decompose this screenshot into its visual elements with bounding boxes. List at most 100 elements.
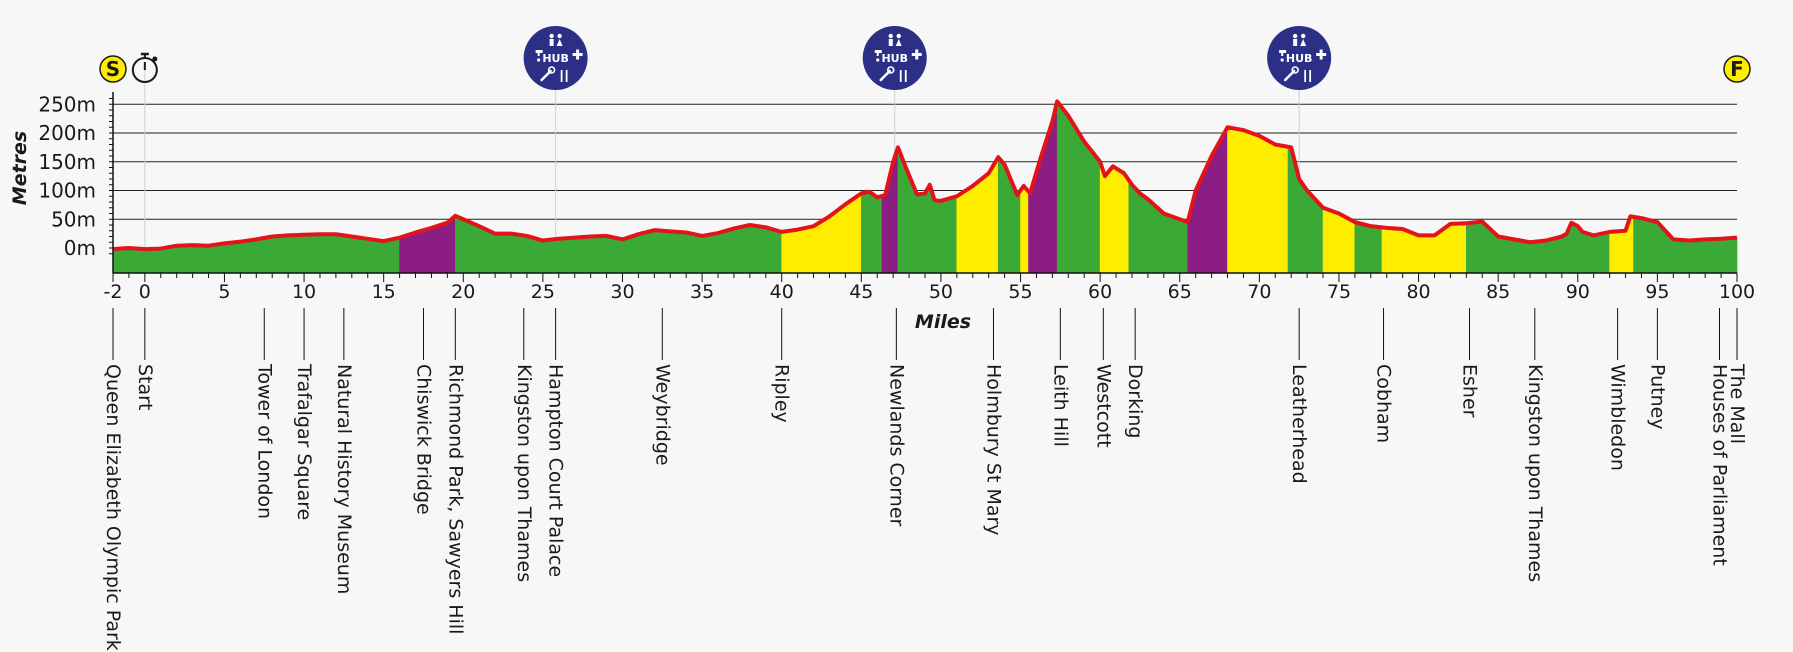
- toilet-icon: [1293, 39, 1298, 46]
- segment-yellow: [1020, 185, 1029, 274]
- start-circle: [99, 55, 127, 83]
- place-label: Leatherhead: [1288, 364, 1310, 484]
- wrench-icon: [547, 66, 556, 74]
- water-tap-icon: [874, 50, 882, 56]
- place-label: Start: [134, 364, 156, 410]
- y-tick-label: 100m: [38, 179, 96, 203]
- finish-letter: F: [1730, 57, 1744, 81]
- x-tick-label: 15: [372, 281, 396, 303]
- place-label: Cobham: [1373, 364, 1395, 443]
- wrench-icon: [1291, 66, 1299, 74]
- stopwatch-button: [152, 56, 158, 62]
- place-label: Kingston upon Thames: [513, 364, 535, 582]
- place-label: Ripley: [771, 364, 793, 423]
- start-letter: S: [106, 57, 120, 81]
- water-drop-icon: [537, 58, 541, 62]
- water-drop-icon: [876, 58, 880, 62]
- place-label: Hampton Court Palace: [545, 364, 567, 577]
- x-tick-label: 45: [849, 281, 873, 303]
- x-tick-label: 35: [690, 281, 714, 303]
- x-tick-label: 90: [1566, 281, 1590, 303]
- segment-green: [1354, 221, 1383, 274]
- segment-yellow: [1609, 216, 1634, 274]
- place-label: Holmbury St Mary: [982, 364, 1004, 536]
- x-tick-label: 95: [1645, 281, 1669, 303]
- y-axis: 0m 50m 100m 150m 200m 250m: [38, 92, 96, 260]
- place-label: Westcott: [1092, 364, 1114, 448]
- y-tick-label: 50m: [51, 207, 96, 231]
- segment-yellow: [781, 192, 862, 274]
- x-tick-label: 70: [1247, 281, 1271, 303]
- hub-icon: HUB: [862, 26, 927, 90]
- place-label: Tower of London: [253, 363, 275, 519]
- toilet-icon: [1300, 39, 1307, 46]
- place-label: Queen Elizabeth Olympic Park: [102, 364, 124, 651]
- place-label: Chiswick Bridge: [412, 364, 434, 515]
- toilet-icon: [1300, 33, 1306, 39]
- toilet-icon: [556, 39, 563, 46]
- toilet-icon: [888, 39, 893, 46]
- y-axis-title: Metres: [9, 131, 31, 205]
- segment-green: [861, 191, 883, 274]
- gridlines: [113, 70, 1737, 273]
- x-tick-label: 75: [1327, 281, 1351, 303]
- x-axis: [109, 92, 1738, 282]
- hub-circle: [523, 26, 588, 90]
- hub-icon: HUB: [523, 26, 588, 90]
- x-tick-label: 20: [451, 281, 475, 303]
- first-aid-icon: [1319, 49, 1323, 60]
- toilet-icon: [549, 39, 554, 46]
- segment-yellow: [1227, 126, 1289, 274]
- place-label: Esher: [1459, 364, 1481, 418]
- hub-circle: [1267, 26, 1332, 90]
- place-labels: Queen Elizabeth Olympic Park Start Tower o…: [102, 308, 1748, 651]
- finish-marker-icon: F: [1723, 55, 1751, 83]
- toilet-icon: [557, 33, 562, 39]
- toilet-icon: [1292, 33, 1298, 39]
- hub-label: HUB: [1286, 52, 1313, 65]
- place-label: Natural History Museum: [333, 364, 355, 594]
- elevation-area: [112, 100, 1738, 274]
- place-label: Kingston upon Thames: [1524, 364, 1546, 582]
- x-tick-label: 0: [139, 281, 151, 303]
- y-tick-label: 0m: [64, 236, 96, 260]
- place-label: Trafalgar Square: [293, 363, 315, 520]
- segment-green: [1287, 146, 1324, 274]
- segment-yellow: [1099, 161, 1130, 274]
- x-tick-label: 55: [1008, 281, 1032, 303]
- water-drop-icon: [1280, 58, 1284, 62]
- y-tick-label: 150m: [38, 150, 96, 174]
- x-tick-label: 25: [531, 281, 555, 303]
- segment-green: [1633, 216, 1738, 274]
- hub-circle: [862, 26, 927, 90]
- y-tick-label: 250m: [38, 92, 96, 116]
- stopwatch-icon: [131, 52, 158, 83]
- x-tick-label: 50: [929, 281, 953, 303]
- first-aid-icon: [576, 49, 580, 60]
- segment-yellow: [1381, 222, 1467, 274]
- place-label: The Mall: [1726, 363, 1748, 444]
- wrench-icon: [886, 66, 895, 74]
- segment-green: [1128, 179, 1189, 274]
- hub-label: HUB: [881, 52, 908, 65]
- place-label: Wimbledon: [1607, 364, 1629, 471]
- start-marker-icon: S: [99, 55, 127, 83]
- elevation-line: [112, 99, 1738, 252]
- place-label: Weybridge: [651, 364, 673, 466]
- x-tick-label: 40: [770, 281, 794, 303]
- hub-label: HUB: [542, 52, 569, 65]
- hub-icon: HUB: [1267, 26, 1332, 90]
- segment-green: [455, 215, 783, 274]
- segment-purple: [881, 147, 899, 274]
- first-aid-icon: [915, 49, 919, 60]
- y-tick-label: 200m: [38, 121, 96, 145]
- toilet-icon: [549, 33, 554, 39]
- x-tick-label: 5: [218, 281, 230, 303]
- x-tick-label: 60: [1088, 281, 1112, 303]
- toilet-icon: [888, 33, 893, 39]
- place-label: Richmond Park, Sawyers Hill: [444, 364, 466, 634]
- x-tick-label: 65: [1168, 281, 1192, 303]
- elevation-profile-line: [112, 99, 1738, 252]
- x-axis-title: Miles: [915, 311, 971, 333]
